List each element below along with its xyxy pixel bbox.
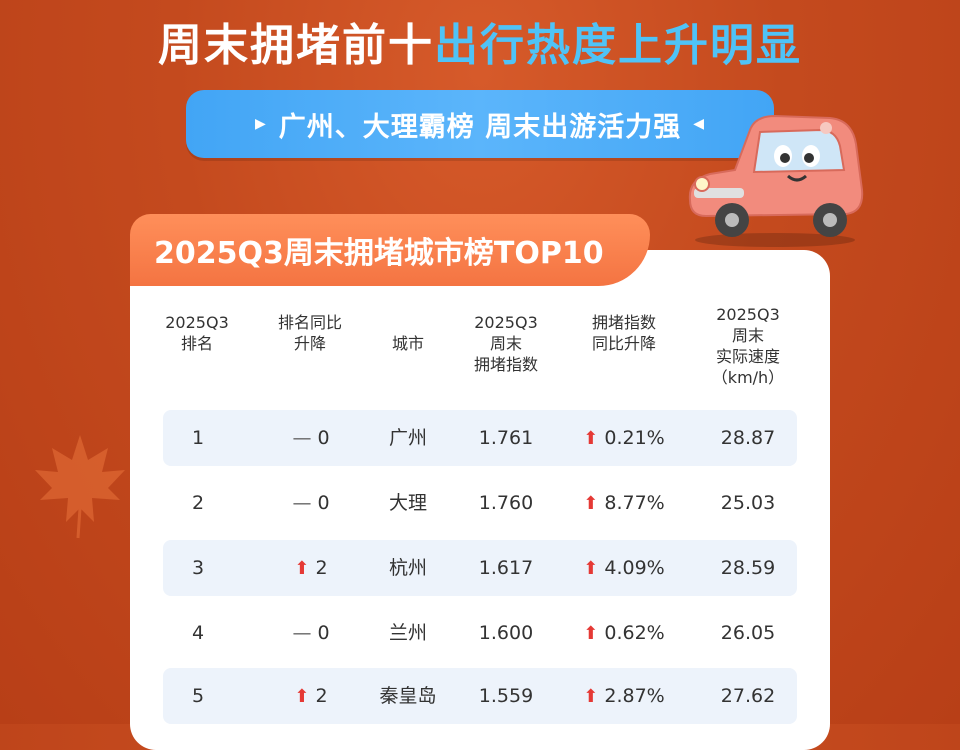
col-header-index: 2025Q3 周末 拥堵指数 (473, 313, 538, 374)
table-card (130, 250, 830, 750)
cell-index-change: ⬆ 0.62% (583, 622, 665, 644)
table-row: 5 ⬆ 2 秦皇岛 1.559 ⬆ 2.87% 27.62 (163, 668, 797, 724)
cell-index: 1.761 (478, 427, 534, 449)
col-header-speed: 2025Q3 周末 实际速度 （km/h） (711, 305, 785, 387)
table-row: 1 —0 广州 1.761 ⬆ 0.21% 28.87 (163, 410, 797, 466)
cartoon-car-icon (688, 114, 864, 247)
cell-index-change: ⬆ 8.77% (583, 492, 665, 514)
cell-rank: 1 (191, 427, 205, 449)
cell-speed: 27.62 (720, 685, 776, 707)
cell-rank-change: ⬆ 2 (294, 685, 328, 707)
table-row: 4 —0 兰州 1.600 ⬆ 0.62% 26.05 (163, 605, 797, 661)
cell-speed: 28.87 (720, 427, 776, 449)
dash-icon: — (292, 622, 312, 644)
subtitle-text: 广州、大理霸榜 周末出游活力强 (278, 111, 682, 143)
cell-index: 1.559 (478, 685, 534, 707)
cell-city: 大理 (388, 492, 427, 514)
cell-speed: 25.03 (720, 492, 776, 514)
cell-rank: 4 (191, 622, 205, 644)
title-part1: 周末拥堵前十 (158, 20, 434, 71)
play-left-icon: ◀ (693, 116, 705, 132)
maple-leaf-icon (35, 435, 125, 539)
red-up-arrow-icon: ⬆ (294, 558, 310, 579)
cell-index-change: ⬆ 2.87% (583, 685, 665, 707)
cell-index: 1.617 (478, 557, 534, 579)
cell-city: 秦皇岛 (379, 685, 437, 707)
cell-city: 兰州 (388, 622, 427, 644)
col-header-rank-change: 排名同比 升降 (277, 313, 342, 353)
play-right-icon: ▶ (255, 116, 267, 132)
dash-icon: — (292, 492, 312, 514)
cell-speed: 26.05 (720, 622, 776, 644)
table-row: 2 —0 大理 1.760 ⬆ 8.77% 25.03 (163, 475, 797, 531)
red-up-arrow-icon: ⬆ (583, 686, 599, 707)
cell-city: 杭州 (388, 557, 427, 579)
cell-city: 广州 (388, 427, 427, 449)
red-up-arrow-icon: ⬆ (583, 558, 599, 579)
dash-icon: — (292, 427, 312, 449)
table-row: 3 ⬆ 2 杭州 1.617 ⬆ 4.09% 28.59 (163, 540, 797, 596)
table-title-tab: 2025Q3周末拥堵城市榜TOP10 (130, 214, 650, 286)
cell-rank-change: —0 (292, 427, 330, 449)
cell-index-change: ⬆ 0.21% (583, 427, 665, 449)
cell-index: 1.760 (478, 492, 534, 514)
cell-rank: 2 (191, 492, 205, 514)
col-header-rank: 2025Q3 排名 (165, 313, 229, 353)
cell-rank-change: —0 (292, 492, 330, 514)
red-up-arrow-icon: ⬆ (583, 428, 599, 449)
cell-rank: 5 (191, 685, 205, 707)
title-part2: 出行热度上升明显 (434, 20, 802, 71)
subtitle-banner: ▶ 广州、大理霸榜 周末出游活力强 ◀ (186, 90, 774, 158)
cell-rank: 3 (191, 557, 205, 579)
page-title: 周末拥堵前十出行热度上升明显 (0, 16, 960, 76)
col-header-index-change: 拥堵指数 同比升降 (591, 313, 656, 353)
cell-index-change: ⬆ 4.09% (583, 557, 665, 579)
cell-index: 1.600 (478, 622, 534, 644)
col-header-city: 城市 (391, 334, 424, 353)
table-title: 2025Q3周末拥堵城市榜TOP10 (154, 236, 604, 271)
cell-rank-change: —0 (292, 622, 330, 644)
cell-speed: 28.59 (720, 557, 776, 579)
red-up-arrow-icon: ⬆ (294, 686, 310, 707)
cell-rank-change: ⬆ 2 (294, 557, 328, 579)
red-up-arrow-icon: ⬆ (583, 623, 599, 644)
red-up-arrow-icon: ⬆ (583, 493, 599, 514)
